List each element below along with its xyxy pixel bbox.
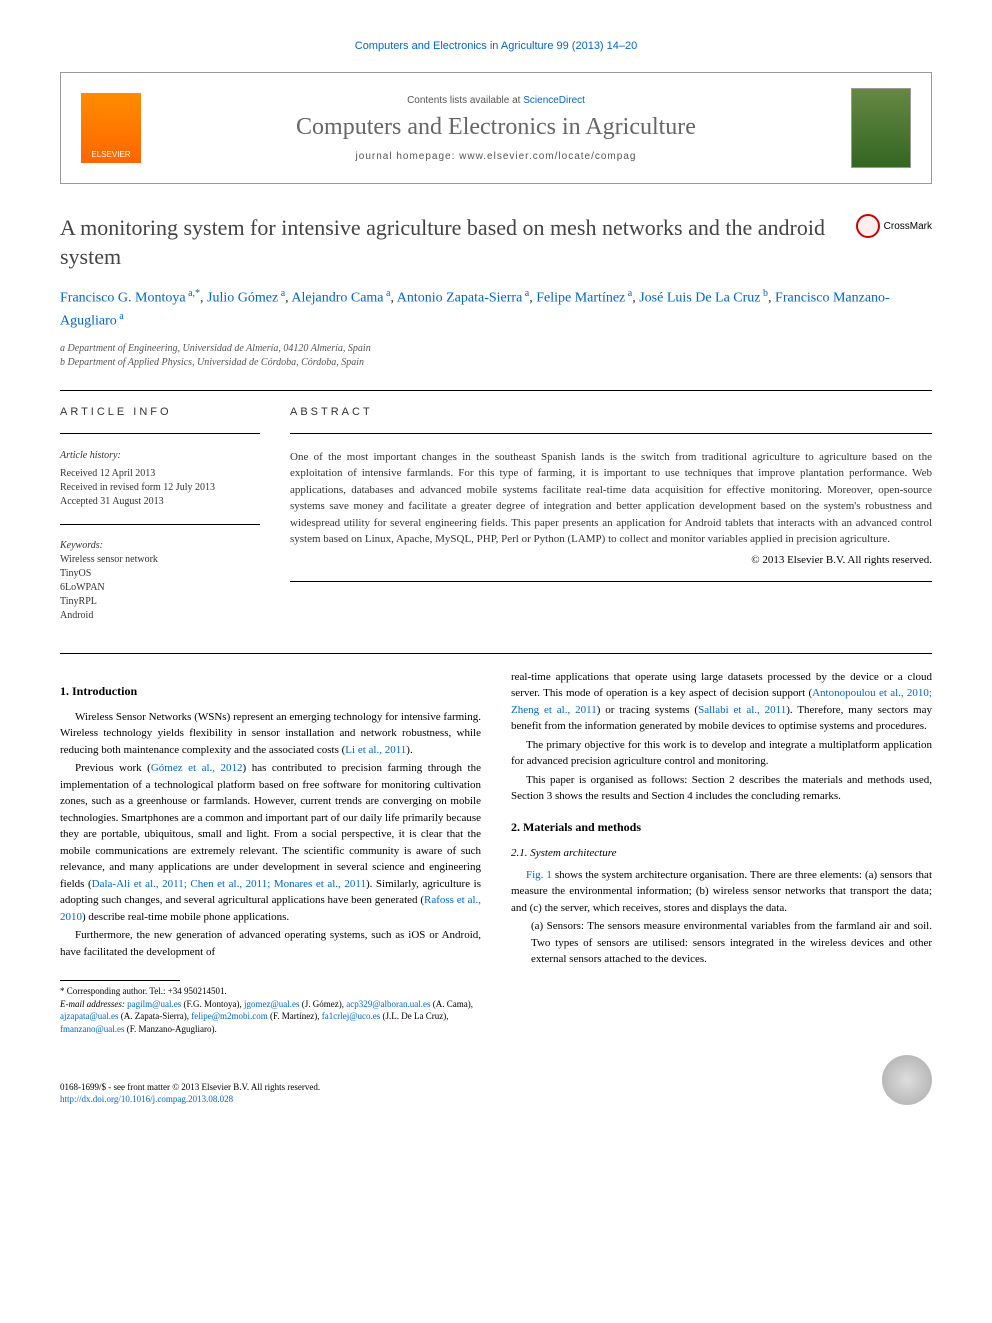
paragraph: Fig. 1 shows the system architecture org… bbox=[511, 867, 932, 917]
citation-link[interactable]: Gómez et al., 2012 bbox=[151, 762, 243, 774]
paragraph: Furthermore, the new generation of advan… bbox=[60, 927, 481, 960]
header-center: Contents lists available at ScienceDirec… bbox=[141, 95, 851, 162]
contents-available-line: Contents lists available at ScienceDirec… bbox=[141, 95, 851, 106]
history-item: Received in revised form 12 July 2013 bbox=[60, 481, 260, 495]
corresponding-author-footnote: * Corresponding author. Tel.: +34 950214… bbox=[60, 985, 481, 998]
section-heading: 1. Introduction bbox=[60, 684, 481, 699]
affiliation-item: a Department of Engineering, Universidad… bbox=[60, 342, 932, 356]
left-column: 1. Introduction Wireless Sensor Networks… bbox=[60, 669, 481, 1036]
abstract-copyright: © 2013 Elsevier B.V. All rights reserved… bbox=[290, 554, 932, 566]
article-info-column: ARTICLE INFO Article history: Received 1… bbox=[60, 406, 260, 623]
divider bbox=[60, 433, 260, 434]
keyword-item: TinyRPL bbox=[60, 595, 260, 609]
history-item: Received 12 April 2013 bbox=[60, 467, 260, 481]
sciencedirect-link[interactable]: ScienceDirect bbox=[523, 95, 585, 106]
divider bbox=[60, 524, 260, 525]
abstract-label: ABSTRACT bbox=[290, 406, 932, 418]
citation-link[interactable]: Rafoss et al., 2010 bbox=[60, 894, 481, 923]
emails-label: E-mail addresses: bbox=[60, 999, 125, 1009]
keywords-label: Keywords: bbox=[60, 540, 260, 551]
citation-link[interactable]: Sallabi et al., 2011 bbox=[698, 704, 786, 716]
author-affil-sup: b bbox=[761, 288, 769, 299]
email-link[interactable]: jgomez@ual.es bbox=[244, 999, 300, 1009]
paragraph: Wireless Sensor Networks (WSNs) represen… bbox=[60, 709, 481, 759]
body-columns: 1. Introduction Wireless Sensor Networks… bbox=[60, 669, 932, 1036]
email-link[interactable]: fmanzano@ual.es bbox=[60, 1024, 125, 1034]
journal-reference[interactable]: Computers and Electronics in Agriculture… bbox=[60, 40, 932, 52]
author-affil-sup: a,* bbox=[186, 288, 200, 299]
email-link[interactable]: pagilm@ual.es bbox=[127, 999, 181, 1009]
history-label: Article history: bbox=[60, 449, 260, 463]
citation-link[interactable]: Dala-Ali et al., 2011; Chen et al., 2011… bbox=[92, 878, 366, 890]
abstract-column: ABSTRACT One of the most important chang… bbox=[290, 406, 932, 623]
footnote-divider bbox=[60, 980, 180, 981]
abstract-text: One of the most important changes in the… bbox=[290, 449, 932, 548]
authors-list: Francisco G. Montoya a,*, Julio Gómez a,… bbox=[60, 286, 932, 331]
affiliations: a Department of Engineering, Universidad… bbox=[60, 342, 932, 370]
author-affil-sup: a bbox=[625, 288, 632, 299]
divider bbox=[60, 390, 932, 391]
author-link[interactable]: Antonio Zapata-Sierra bbox=[397, 291, 523, 306]
author-link[interactable]: Alejandro Cama bbox=[291, 291, 383, 306]
right-column: real-time applications that operate usin… bbox=[511, 669, 932, 1036]
author-affil-sup: a bbox=[278, 288, 285, 299]
keyword-item: Android bbox=[60, 609, 260, 623]
emails-footnote: E-mail addresses: pagilm@ual.es (F.G. Mo… bbox=[60, 998, 481, 1036]
section-heading: 2. Materials and methods bbox=[511, 820, 932, 835]
contents-text: Contents lists available at bbox=[407, 95, 523, 106]
crossmark-badge[interactable]: CrossMark bbox=[856, 214, 932, 238]
author-link[interactable]: Felipe Martínez bbox=[536, 291, 625, 306]
author-affil-sup: a bbox=[522, 288, 529, 299]
divider bbox=[60, 653, 932, 654]
author-link[interactable]: Julio Gómez bbox=[207, 291, 278, 306]
doi-link[interactable]: http://dx.doi.org/10.1016/j.compag.2013.… bbox=[60, 1094, 233, 1104]
journal-header-box: ELSEVIER Contents lists available at Sci… bbox=[60, 72, 932, 184]
email-link[interactable]: fa1crlej@uco.es bbox=[322, 1011, 381, 1021]
footer-left: 0168-1699/$ - see front matter © 2013 El… bbox=[60, 1082, 320, 1105]
author-affil-sup: a bbox=[384, 288, 391, 299]
keyword-item: Wireless sensor network bbox=[60, 553, 260, 567]
issn-line: 0168-1699/$ - see front matter © 2013 El… bbox=[60, 1082, 320, 1094]
author-link[interactable]: José Luis De La Cruz bbox=[639, 291, 760, 306]
divider bbox=[290, 433, 932, 434]
email-link[interactable]: ajzapata@ual.es bbox=[60, 1011, 119, 1021]
email-link[interactable]: felipe@m2mobi.com bbox=[191, 1011, 268, 1021]
keyword-item: 6LoWPAN bbox=[60, 581, 260, 595]
journal-homepage[interactable]: journal homepage: www.elsevier.com/locat… bbox=[141, 151, 851, 162]
author-link[interactable]: Francisco G. Montoya bbox=[60, 291, 186, 306]
paragraph: This paper is organised as follows: Sect… bbox=[511, 772, 932, 805]
title-row: A monitoring system for intensive agricu… bbox=[60, 214, 932, 271]
crossmark-label: CrossMark bbox=[884, 221, 932, 232]
history-item: Accepted 31 August 2013 bbox=[60, 495, 260, 509]
divider bbox=[290, 581, 932, 582]
subsection-heading: 2.1. System architecture bbox=[511, 847, 932, 859]
email-link[interactable]: acp329@alboran.ual.es bbox=[346, 999, 430, 1009]
keyword-item: TinyOS bbox=[60, 567, 260, 581]
article-info-label: ARTICLE INFO bbox=[60, 406, 260, 418]
journal-cover-thumbnail[interactable] bbox=[851, 88, 911, 168]
info-abstract-row: ARTICLE INFO Article history: Received 1… bbox=[60, 406, 932, 623]
elsevier-logo[interactable]: ELSEVIER bbox=[81, 93, 141, 163]
crossmark-icon bbox=[856, 214, 880, 238]
article-title: A monitoring system for intensive agricu… bbox=[60, 214, 836, 271]
paragraph: Previous work (Gómez et al., 2012) has c… bbox=[60, 760, 481, 925]
author-affil-sup: a bbox=[117, 311, 124, 322]
figure-link[interactable]: Fig. 1 bbox=[526, 869, 552, 881]
list-item: (a) Sensors: The sensors measure environ… bbox=[531, 918, 932, 968]
paragraph: real-time applications that operate usin… bbox=[511, 669, 932, 735]
paragraph: The primary objective for this work is t… bbox=[511, 737, 932, 770]
citation-link[interactable]: Li et al., 2011 bbox=[345, 744, 406, 756]
affiliation-item: b Department of Applied Physics, Univers… bbox=[60, 356, 932, 370]
journal-title: Computers and Electronics in Agriculture bbox=[141, 114, 851, 141]
page-footer: 0168-1699/$ - see front matter © 2013 El… bbox=[60, 1055, 932, 1105]
elsevier-tree-logo bbox=[882, 1055, 932, 1105]
